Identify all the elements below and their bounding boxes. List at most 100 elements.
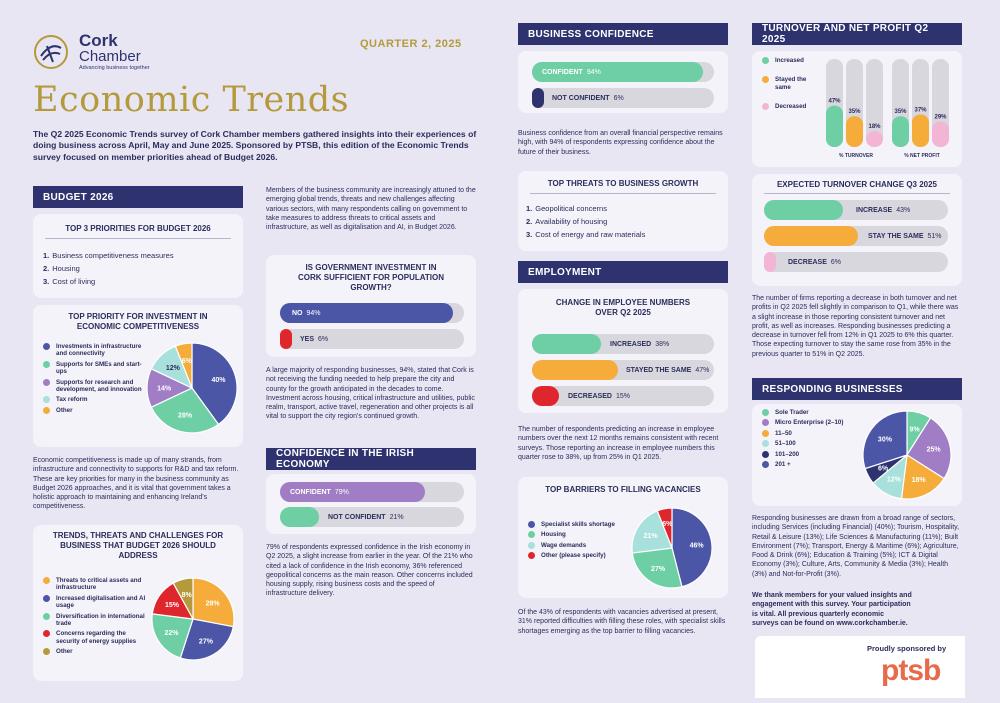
- barriers-slice: [671, 507, 713, 588]
- not-confident-fill: [280, 507, 319, 527]
- legend-item: 101–200: [762, 450, 862, 458]
- legend-swatch: [528, 521, 535, 528]
- legend-item: Wage demands: [528, 541, 633, 549]
- trends-legend: Threats to critical assets and infrastru…: [43, 577, 148, 659]
- bc-confident-label: CONFIDENT 94%: [542, 68, 601, 76]
- turnover-bar-chart: 47% 35% 18% % TURNOVER 35% 37% 29% % NET PROFIT: [826, 59, 949, 159]
- legend-label: Diversification in international trade: [56, 612, 145, 628]
- slice-label: 6%: [878, 466, 889, 473]
- not-confident-label: NOT CONFIDENT 21%: [328, 513, 404, 521]
- not-confident-bar: NOT CONFIDENT 21%: [280, 507, 464, 527]
- barriers-pie-chart: 46% 27% 21%6%: [631, 507, 713, 589]
- legend-swatch: [43, 378, 50, 386]
- priority-slice: [150, 387, 220, 434]
- bar-value-label: 18%: [868, 124, 881, 130]
- trends-slice: [151, 613, 194, 659]
- emp-same-fill: [532, 360, 618, 380]
- confidence-text: 79% of respondents expressed confidence …: [266, 544, 473, 598]
- legend-item: Tax reform: [43, 396, 143, 404]
- legend-label: Sole Trader: [775, 409, 809, 416]
- legend-label: Housing: [541, 531, 566, 539]
- legend-item: 51–100: [762, 440, 862, 448]
- exp-inc-label: INCREASE 43%: [856, 206, 911, 214]
- legend-label: Increased: [775, 57, 804, 64]
- emp-text: The number of respondents predicting an …: [518, 426, 719, 461]
- legend-item: Stayed the same: [762, 76, 822, 91]
- bc-confident-fill: [532, 62, 703, 82]
- legend-swatch: [43, 630, 50, 638]
- list-item: 3. Cost of living: [43, 277, 96, 286]
- expected-title: EXPECTED TURNOVER CHANGE Q3 2025: [776, 180, 938, 189]
- logo-tagline: Advancing business together: [79, 65, 150, 71]
- ptsb-logo: ptsb: [881, 654, 941, 687]
- barriers-slice: [656, 507, 673, 549]
- bc-confident-bar: CONFIDENT 94%: [532, 62, 714, 82]
- responding-slice: [900, 453, 945, 500]
- slice-label: 12%: [887, 476, 902, 483]
- list-item: 3. Cost of energy and raw materials: [526, 230, 646, 239]
- threats-card: TOP THREATS TO BUSINESS GROWTH 1. Geopoli…: [518, 171, 728, 251]
- legend-label: Micro Enterprise (2–10): [775, 419, 844, 427]
- bc-not-bar: NOT CONFIDENT 6%: [532, 88, 714, 108]
- legend-item: Decreased: [762, 103, 822, 111]
- bar-value-label: 29%: [934, 114, 947, 120]
- confident-bar: CONFIDENT 79%: [280, 482, 464, 502]
- barriers-title: TOP BARRIERS TO FILLING VACANCIES: [545, 485, 701, 494]
- slice-label: 15%: [165, 602, 180, 609]
- legend-item: Investments in infrastructure and connec…: [43, 343, 143, 358]
- logo-line2: Chamber: [79, 48, 141, 65]
- slice-label: 28%: [206, 600, 221, 607]
- priority-legend: Investments in infrastructure and connec…: [43, 343, 143, 417]
- legend-swatch: [43, 612, 50, 620]
- slice-label: 46%: [690, 542, 705, 549]
- responding-slice: [906, 417, 952, 480]
- legend-label: Tax reform: [56, 396, 88, 404]
- priority-slice: [191, 342, 238, 426]
- legend-item: Increased digitalisation and AI usage: [43, 594, 148, 610]
- legend-label: Threats to critical assets and infrastru…: [56, 577, 142, 592]
- top3-list: 1. Business competitiveness measures 2. Ho…: [43, 249, 174, 288]
- legend-swatch: [43, 594, 50, 602]
- slice-label: 8%: [182, 592, 193, 599]
- trends-pie-chart: 28% 27% 22% 15%8%: [151, 577, 235, 661]
- legend-label: 51–100: [775, 440, 796, 448]
- emp-inc-label: INCREASED 38%: [610, 340, 670, 348]
- slice-label: 27%: [199, 638, 214, 645]
- bar-value-label: 35%: [894, 109, 907, 115]
- slice-label: 14%: [157, 386, 172, 393]
- legend-item: Threats to critical assets and infrastru…: [43, 577, 148, 592]
- slice-label: 6%: [182, 358, 193, 365]
- page-title: Economic Trends: [33, 80, 350, 120]
- legend-label: Concerns regarding the security of energ…: [56, 630, 137, 645]
- legend-item: Concerns regarding the security of energ…: [43, 630, 148, 645]
- sponsor-label: Proudly sponsored by: [867, 644, 947, 653]
- legend-swatch: [528, 531, 535, 539]
- priority-pie-chart: 40% 28% 14% 12%6%: [146, 342, 238, 434]
- turnover-legend: Increased Stayed the same Decreased: [762, 57, 822, 123]
- slice-label: 9%: [910, 426, 921, 433]
- gov-card: IS GOVERNMENT INVESTMENT IN CORK SUFFICI…: [266, 255, 476, 357]
- legend-label: Decreased: [775, 103, 807, 111]
- exp-inc-fill: [764, 200, 843, 220]
- legend-label: 101–200: [775, 450, 800, 458]
- business-confidence-card: CONFIDENT 94% NOT CONFIDENT 6%: [518, 51, 728, 113]
- legend-swatch: [762, 450, 769, 458]
- bar: [912, 114, 929, 147]
- legend-swatch: [528, 541, 535, 549]
- legend-swatch: [43, 577, 50, 584]
- legend-item: Supports for SMEs and start-ups: [43, 360, 143, 376]
- employment-card: CHANGE IN EMPLOYEE NUMBERS OVER Q2 2025 …: [518, 289, 728, 413]
- legend-label: Other: [56, 648, 73, 656]
- emp-title: CHANGE IN EMPLOYEE NUMBERS OVER Q2 2025: [555, 298, 691, 317]
- responding-legend: Sole Trader Micro Enterprise (2–10) 11–50 5…: [762, 409, 862, 471]
- bar-value-label: 47%: [828, 99, 841, 105]
- barriers-legend: Specialist skills shortage Housing Wage de…: [528, 521, 633, 563]
- divider: [530, 193, 716, 194]
- bar: [866, 131, 883, 147]
- legend-item: Supports for research and development, a…: [43, 378, 143, 394]
- slice-label: 22%: [165, 630, 180, 637]
- business-confidence-header: BUSINESS CONFIDENCE: [518, 23, 728, 45]
- barriers-card: TOP BARRIERS TO FILLING VACANCIES Specia…: [518, 477, 728, 598]
- legend-swatch: [762, 57, 769, 64]
- divider: [45, 238, 231, 239]
